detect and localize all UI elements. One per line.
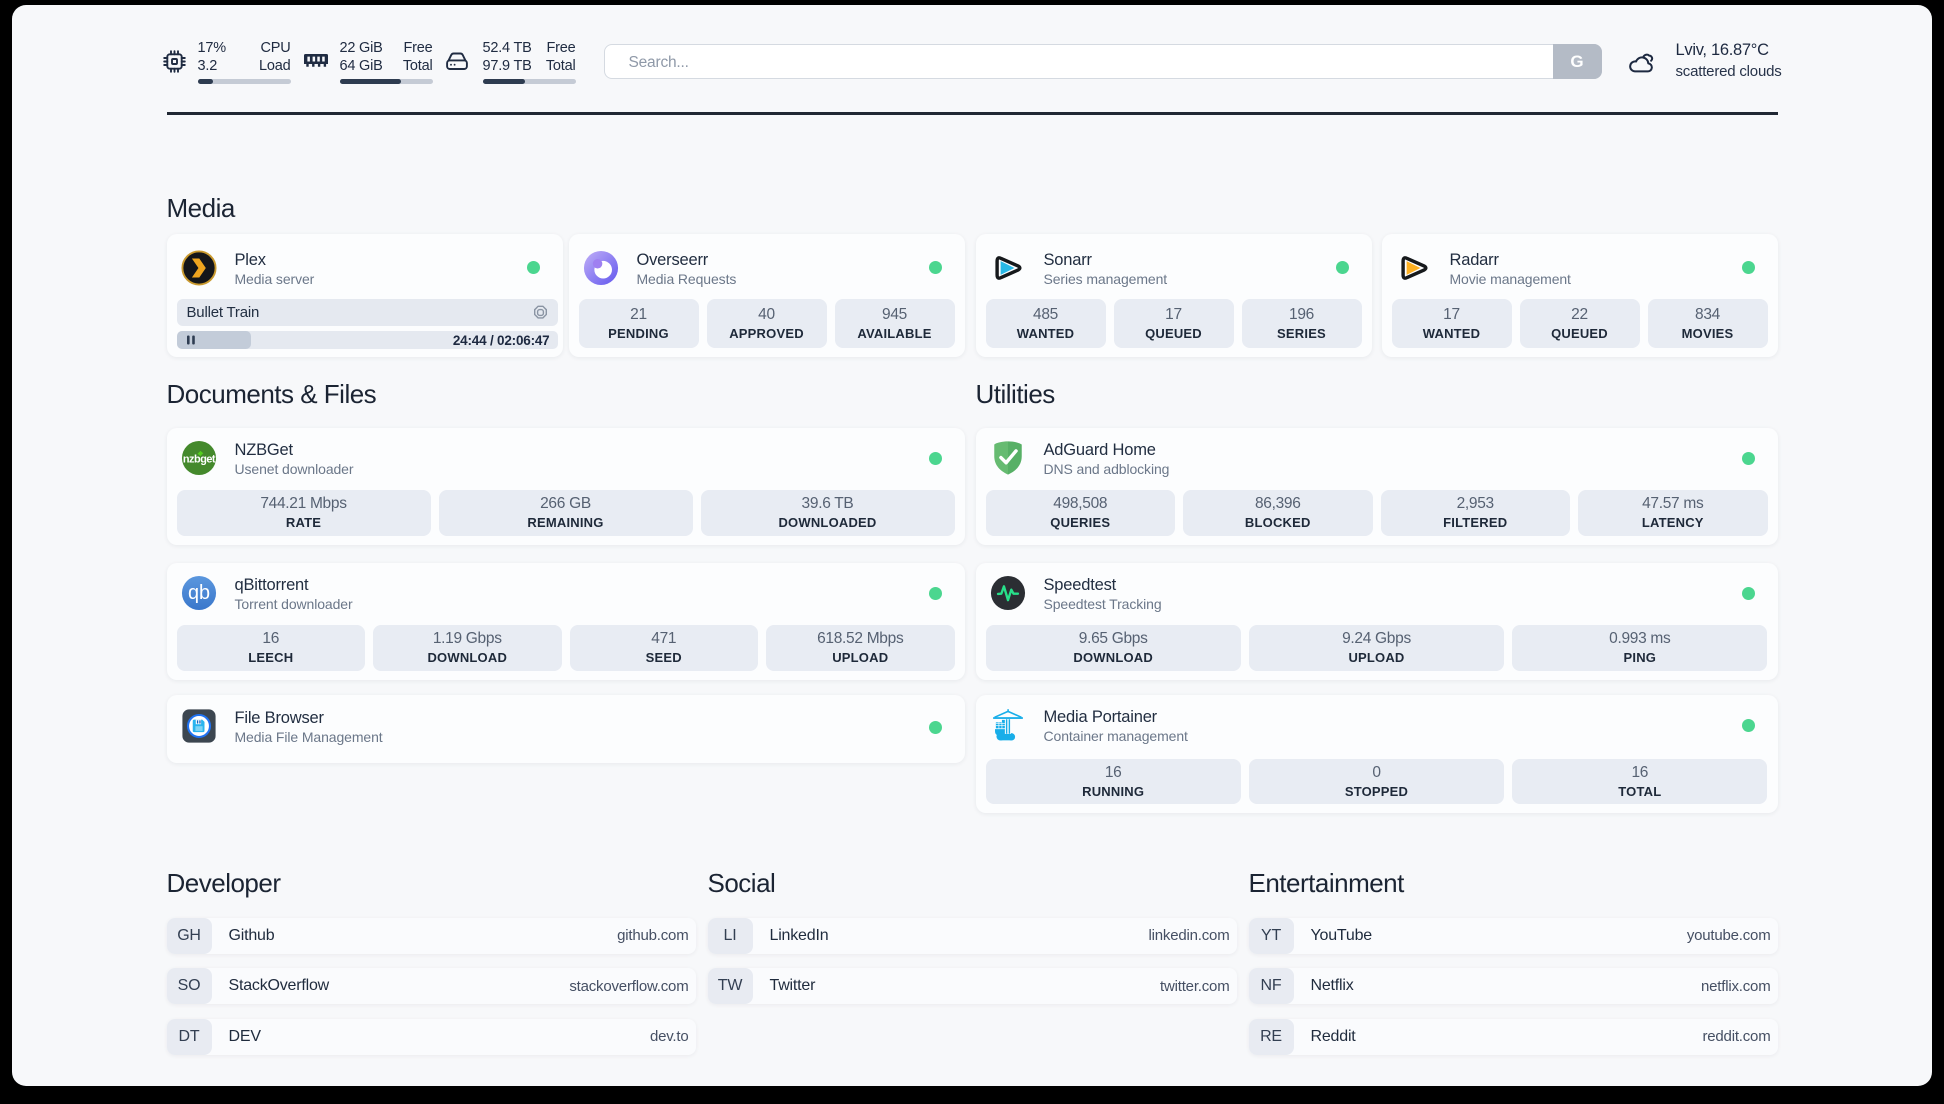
svg-text:nzbget: nzbget [182,453,215,465]
svg-text:qb: qb [187,582,209,604]
